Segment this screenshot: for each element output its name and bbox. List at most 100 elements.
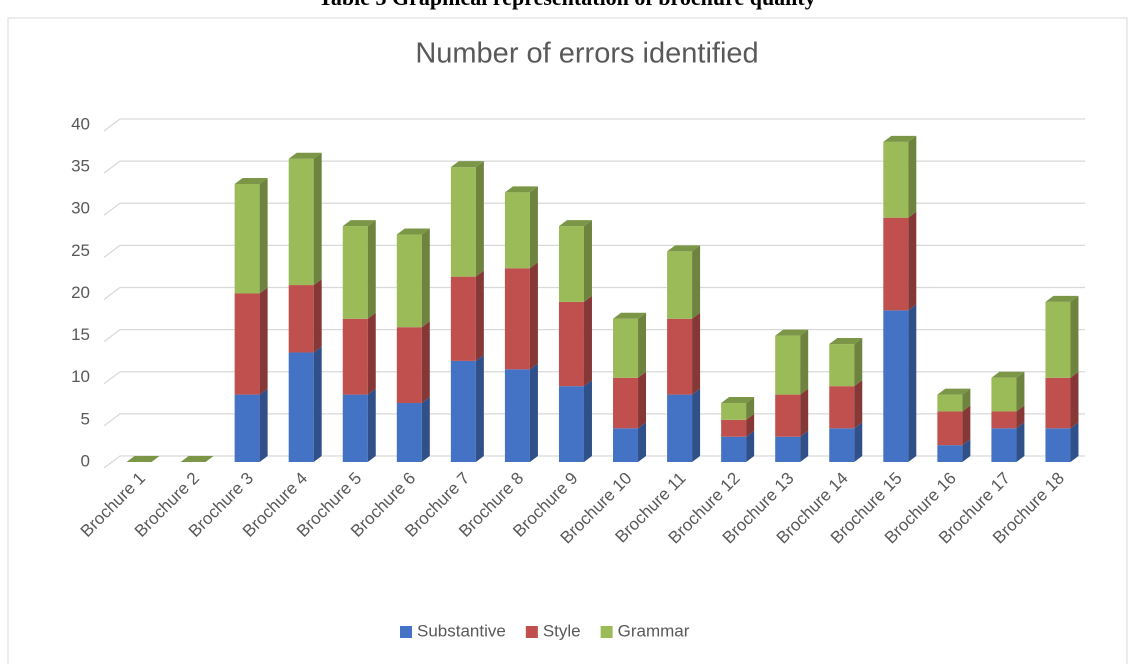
y-tick-label: 25	[71, 241, 90, 260]
bar-segment	[558, 226, 584, 302]
grid-line	[103, 118, 1085, 132]
bar-side	[529, 186, 538, 269]
bar-segment	[234, 394, 260, 462]
grid-line	[103, 328, 1085, 343]
legend-label: Style	[543, 621, 581, 640]
bar-top	[558, 220, 592, 227]
bar-segment	[667, 394, 693, 462]
bar-side	[259, 287, 268, 395]
legend-label: Grammar	[618, 621, 690, 640]
bar-side	[638, 371, 647, 429]
bar-side	[421, 228, 430, 328]
bar-side	[475, 270, 484, 361]
bar-side	[962, 405, 971, 446]
bar-segment	[829, 428, 855, 462]
grid-line	[103, 455, 1085, 469]
bar-top	[504, 186, 538, 193]
bar-segment	[829, 386, 855, 429]
bar-side	[746, 413, 755, 437]
bar-segment	[342, 394, 368, 462]
bar-segment	[775, 436, 801, 462]
bar-segment	[396, 327, 422, 404]
bar-side	[800, 329, 809, 395]
bar-side	[583, 220, 592, 302]
bar-segment	[234, 183, 260, 294]
bar-segment	[1045, 428, 1071, 462]
bar-segment	[1045, 301, 1071, 378]
bar-segment	[829, 344, 855, 387]
bar-segment	[991, 428, 1017, 462]
chart-title: Number of errors identified	[415, 38, 758, 70]
bar-side	[367, 312, 376, 395]
bar-side	[908, 211, 917, 311]
bar-side	[854, 422, 863, 462]
bar-side	[1016, 405, 1025, 429]
bar-segment	[667, 318, 693, 395]
bar-segment	[775, 394, 801, 437]
bar-segment	[450, 167, 476, 277]
chart-border	[7, 17, 1128, 664]
bar-side	[1070, 371, 1079, 429]
bar-side	[475, 354, 484, 462]
bar-segment	[721, 436, 747, 462]
bar-side	[529, 262, 538, 370]
bar-side	[367, 220, 376, 319]
bar-segment	[937, 411, 963, 446]
bar-top	[775, 329, 809, 336]
caption: Table 3 Graphical representation of broc…	[318, 0, 815, 10]
grid-line	[103, 286, 1085, 301]
bar-top	[991, 371, 1025, 378]
y-tick-label: 40	[71, 114, 90, 133]
bar-side	[259, 388, 268, 462]
bar-side	[1016, 371, 1025, 412]
grid-line	[103, 160, 1085, 174]
bar-side	[854, 380, 863, 429]
y-tick-label: 35	[71, 157, 90, 176]
bar-side	[908, 135, 917, 218]
bar-side	[746, 397, 755, 420]
bar-side	[1070, 422, 1079, 462]
bar-side	[367, 388, 376, 462]
legend-swatch	[525, 626, 538, 638]
bar-side	[583, 380, 592, 462]
bar-top	[1045, 295, 1079, 302]
bar-segment	[504, 268, 530, 370]
y-tick-label: 5	[81, 409, 90, 428]
bar-side	[638, 422, 647, 462]
bar-top	[450, 161, 484, 168]
bar-side	[854, 338, 863, 387]
bar-top	[829, 338, 863, 345]
bar-side	[421, 321, 430, 404]
bar-side	[692, 245, 701, 319]
y-tick-label: 30	[71, 199, 90, 218]
bar-side	[583, 295, 592, 387]
bar-top	[126, 456, 160, 462]
bar-segment	[396, 234, 422, 328]
grid-line	[103, 202, 1085, 216]
bar-top	[288, 152, 322, 159]
bar-segment	[342, 318, 368, 395]
bar-segment	[991, 377, 1017, 412]
bar-top	[234, 177, 268, 184]
bar-segment	[883, 141, 909, 218]
bar-segment	[721, 419, 747, 437]
bar-side	[638, 312, 647, 378]
bar-side	[313, 152, 322, 286]
legend-label: Substantive	[417, 621, 506, 640]
bar-segment	[288, 158, 314, 286]
legend-swatch	[600, 626, 613, 638]
bar-top	[937, 388, 971, 395]
grid-line	[103, 244, 1085, 258]
bar-segment	[288, 352, 314, 462]
bar-top	[721, 397, 755, 404]
bar-segment	[883, 310, 909, 462]
bar-segment	[450, 360, 476, 462]
y-tick-label: 0	[81, 451, 90, 470]
y-tick-label: 10	[71, 367, 90, 386]
bar-side	[259, 177, 268, 294]
bar-segment	[613, 318, 639, 378]
bar-top	[342, 220, 376, 227]
bar-top	[396, 228, 430, 235]
bar-segment	[558, 301, 584, 387]
